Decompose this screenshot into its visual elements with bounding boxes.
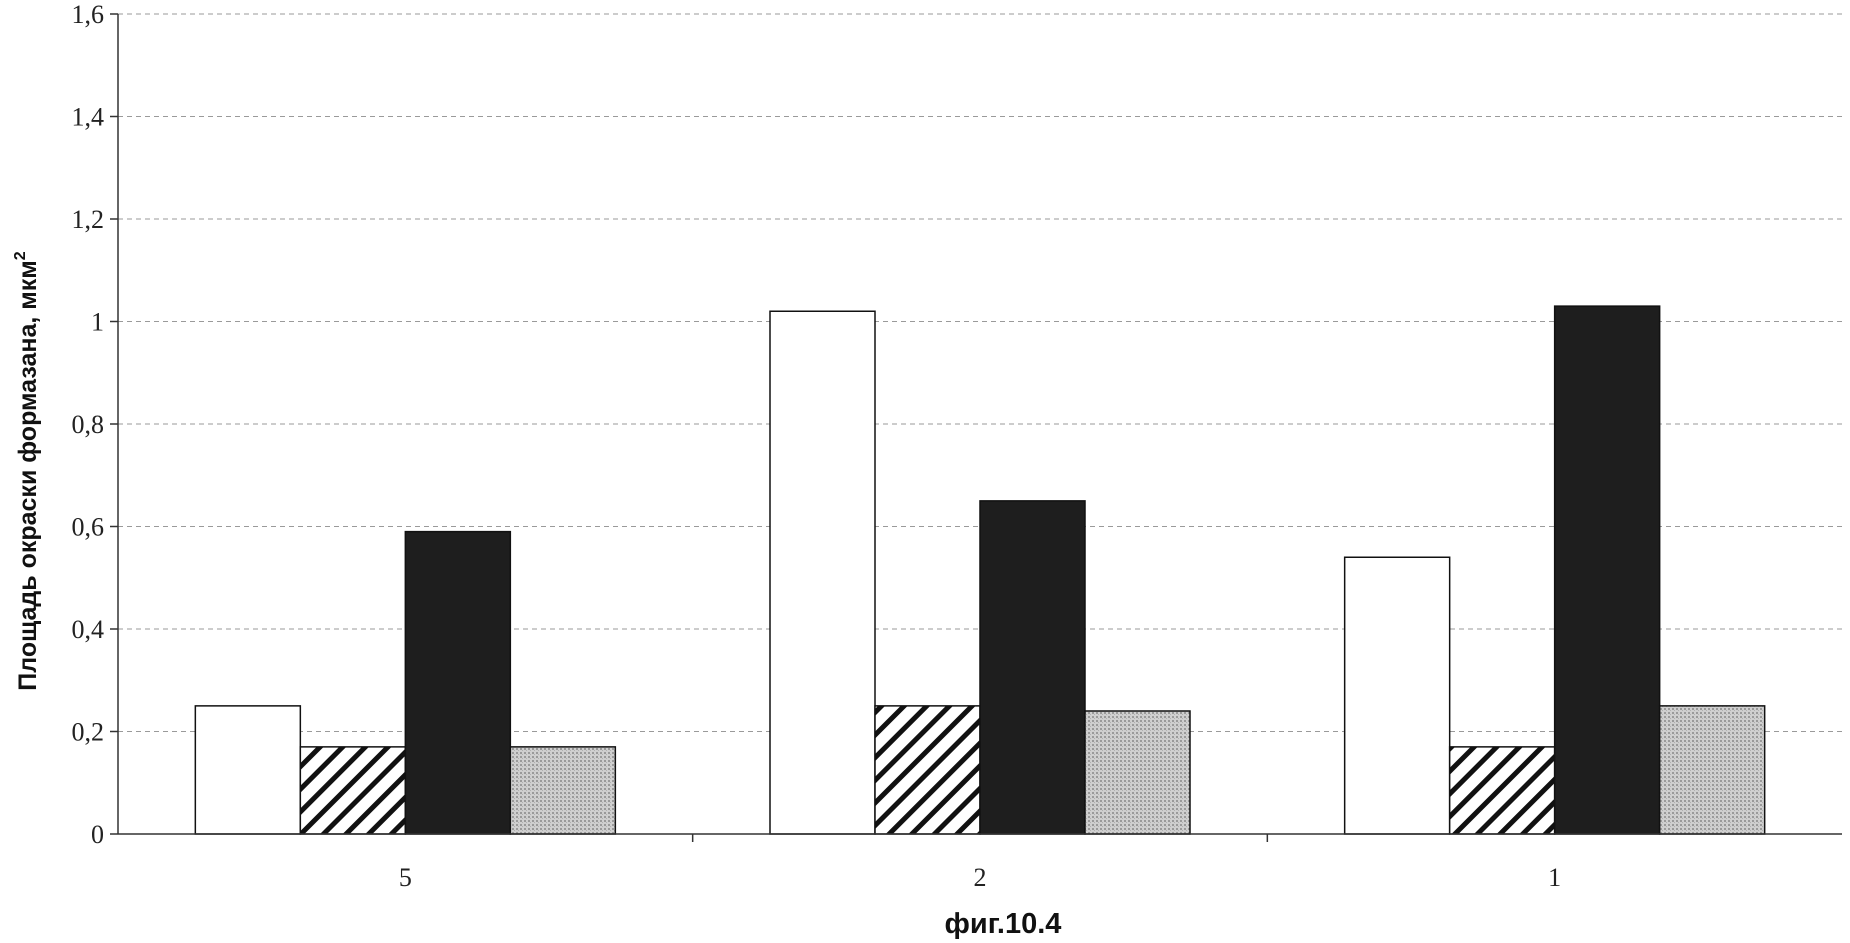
y-tick-label: 0,2 bbox=[72, 718, 105, 747]
x-tick-label: 2 bbox=[974, 863, 987, 892]
y-tick-label: 0,4 bbox=[72, 615, 105, 644]
bar bbox=[875, 706, 980, 834]
bar bbox=[770, 311, 875, 834]
figure-caption: фиг.10.4 bbox=[945, 908, 1062, 940]
bar bbox=[1555, 306, 1660, 834]
x-tick-labels: 5 2 1 bbox=[399, 863, 1561, 892]
bar bbox=[405, 532, 510, 834]
y-tick-label: 1 bbox=[91, 308, 104, 337]
bar bbox=[1345, 557, 1450, 834]
y-tick-label: 0,6 bbox=[72, 513, 105, 542]
x-tick-label: 1 bbox=[1548, 863, 1561, 892]
y-tick-label: 0,8 bbox=[72, 410, 105, 439]
bar bbox=[1660, 706, 1765, 834]
bar bbox=[300, 747, 405, 834]
y-tick-label: 0 bbox=[91, 820, 104, 849]
bar bbox=[510, 747, 615, 834]
bar bbox=[1085, 711, 1190, 834]
bar bbox=[195, 706, 300, 834]
bar bbox=[980, 501, 1085, 834]
bars bbox=[195, 306, 1764, 834]
bar bbox=[1450, 747, 1555, 834]
y-tick-label: 1,6 bbox=[72, 0, 105, 29]
x-tick-label: 5 bbox=[399, 863, 412, 892]
y-axis-title: Площадь окраски формазана, мкм2 bbox=[12, 251, 42, 691]
y-tick-label: 1,2 bbox=[72, 205, 105, 234]
y-tick-label: 1,4 bbox=[72, 103, 105, 132]
y-tick-labels: 0 0,2 0,4 0,6 0,8 1 1,2 1,4 1,6 bbox=[72, 0, 105, 849]
